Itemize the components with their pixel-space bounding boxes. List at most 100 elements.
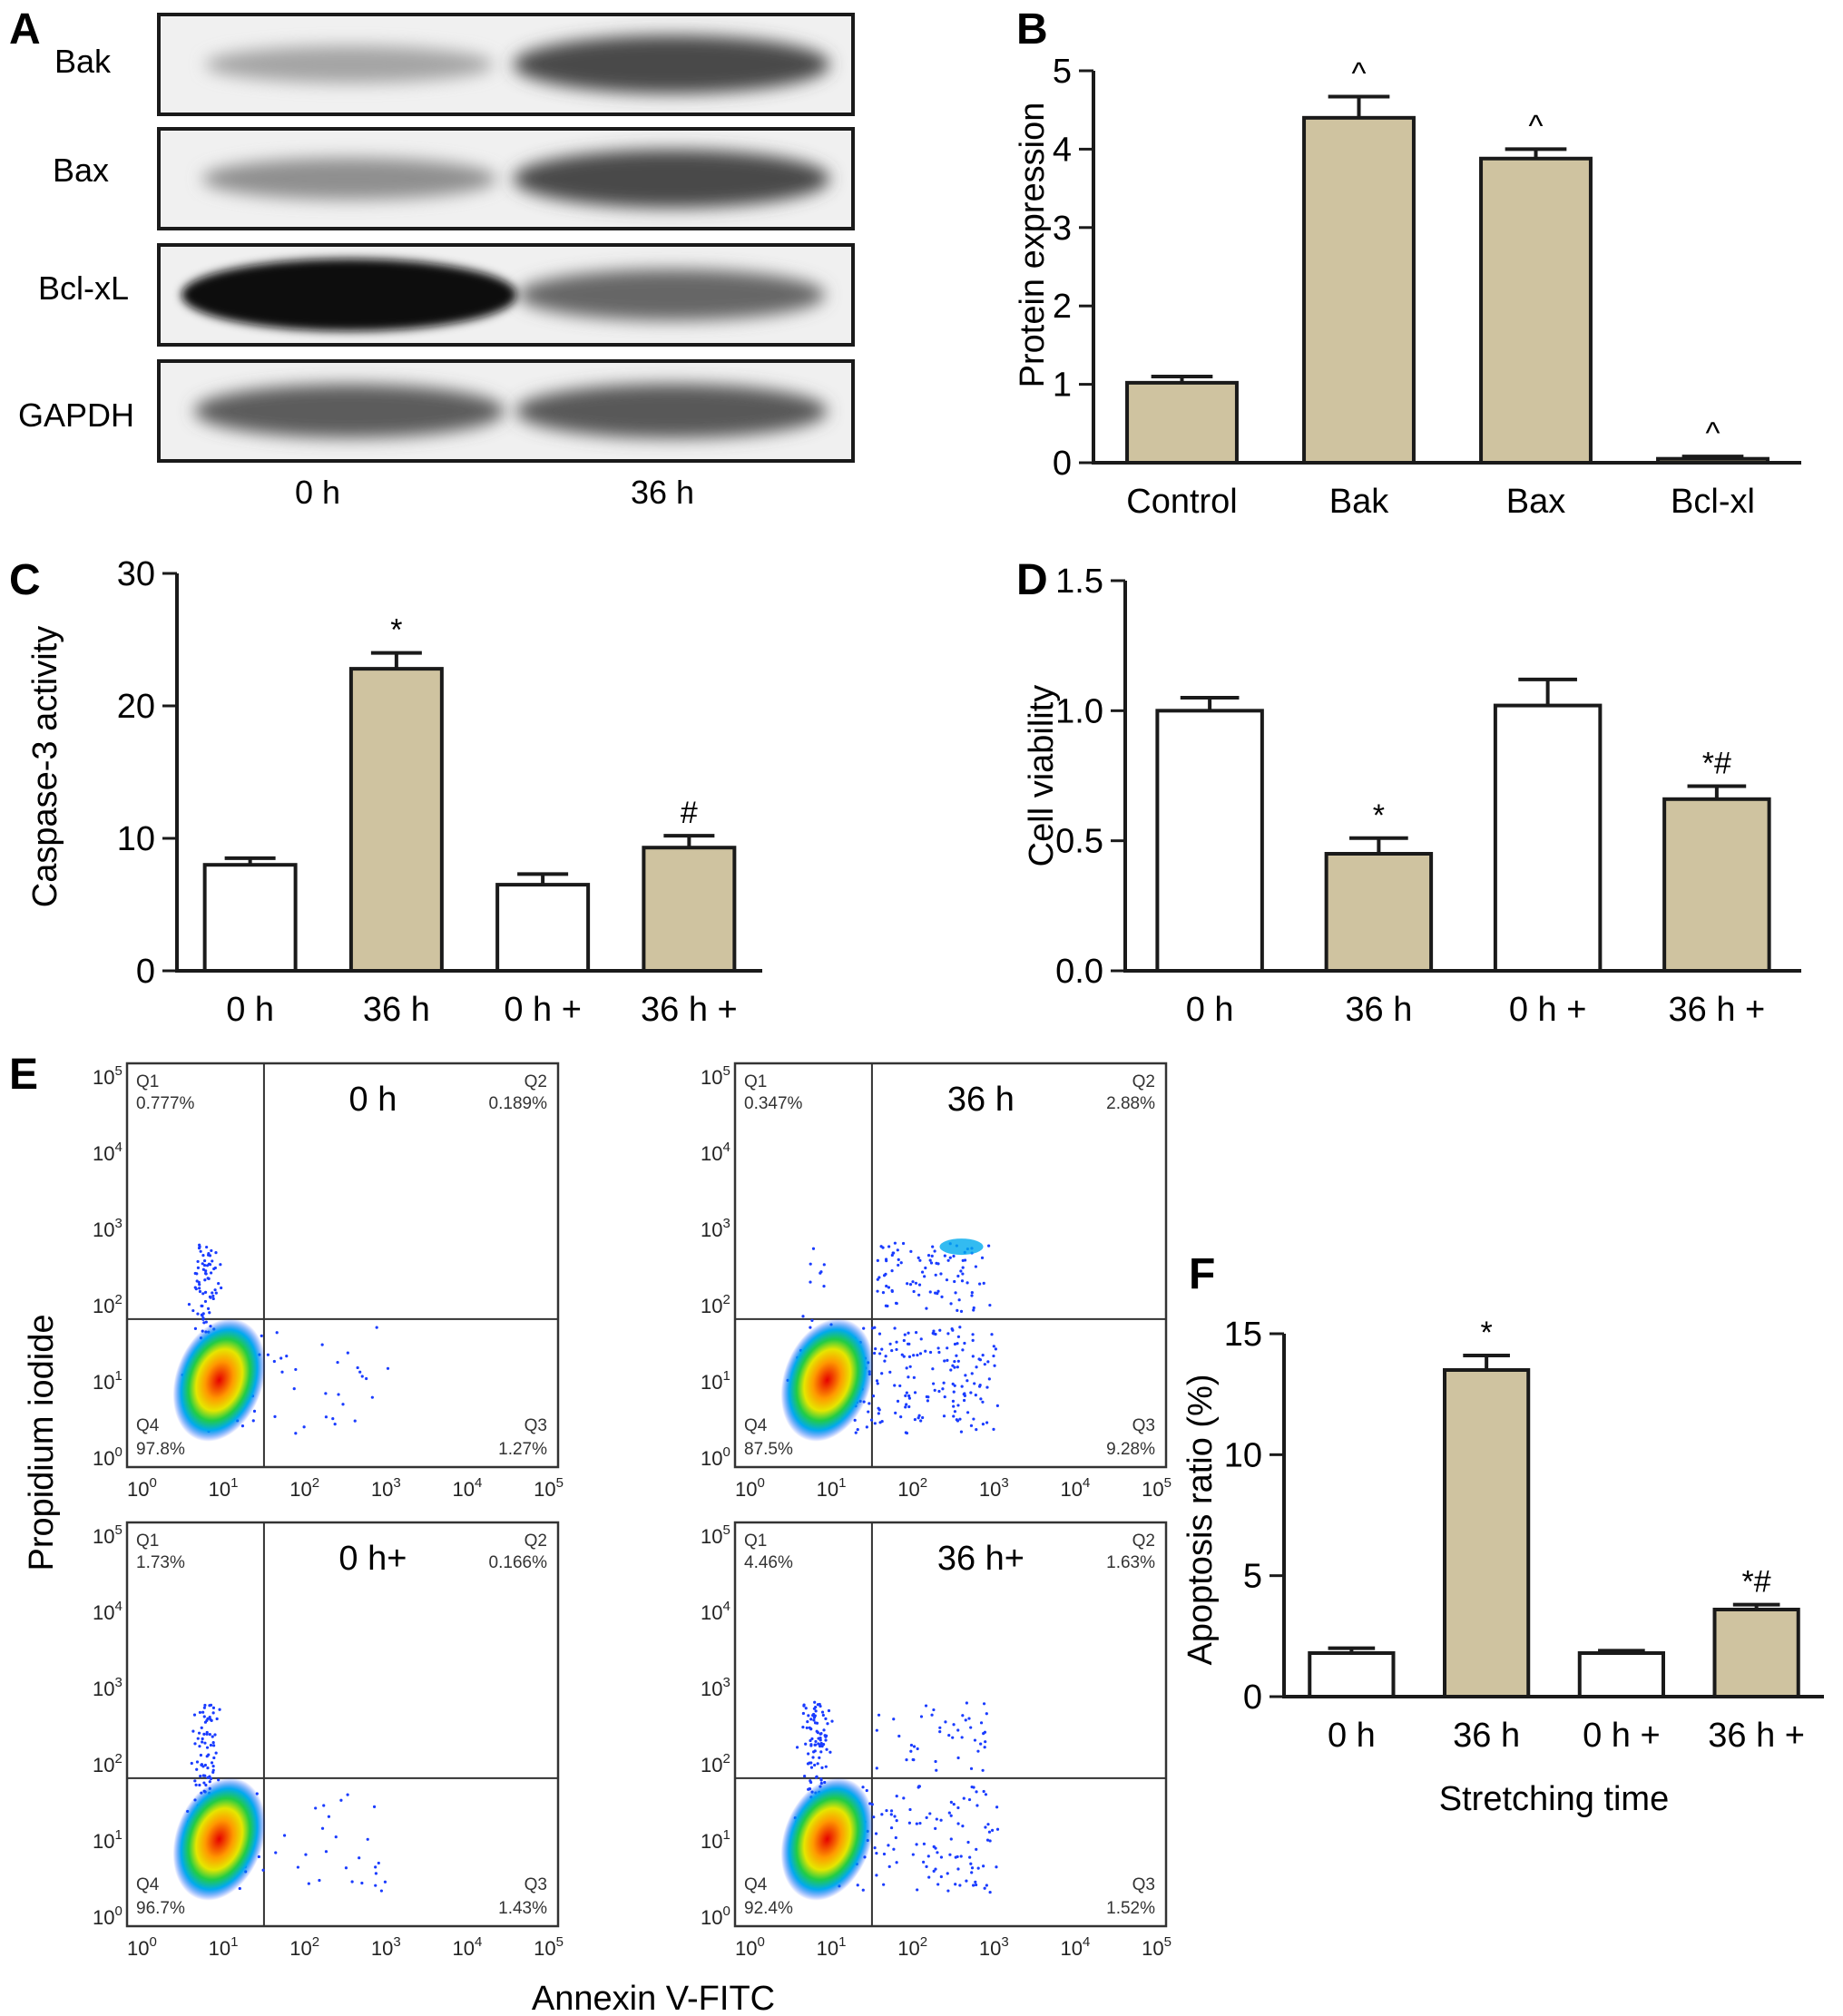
y-tick-label: 100 xyxy=(701,1903,730,1929)
y-tick-label: 102 xyxy=(701,1751,730,1776)
x-tick-label: 103 xyxy=(979,1934,1009,1960)
bar xyxy=(1155,709,1264,973)
significance-marker: * xyxy=(1481,1316,1493,1350)
quadrant-q3-value: 9.28% xyxy=(1106,1440,1155,1459)
y-tick-label: 104 xyxy=(93,1140,123,1165)
quadrant-q3-label: Q3 xyxy=(524,1416,547,1435)
density-core xyxy=(172,1318,266,1442)
y-tick-label: 104 xyxy=(701,1599,730,1624)
y-tick-label: 10 xyxy=(117,820,155,858)
bar xyxy=(1125,380,1239,465)
x-tick-label: Bcl-xl xyxy=(1671,483,1755,521)
x-tick-label: 0 h xyxy=(1328,1717,1376,1755)
bar xyxy=(1656,456,1769,465)
x-tick-label: 102 xyxy=(289,1475,319,1501)
quadrant-q2-value: 0.189% xyxy=(489,1094,548,1113)
x-tick-label: 104 xyxy=(452,1934,482,1960)
x-tick-label: 103 xyxy=(371,1934,401,1960)
y-tick-label: 5 xyxy=(1053,53,1072,91)
y-axis-label: Apoptosis ratio (%) xyxy=(1181,1374,1220,1665)
x-tick-label: Bax xyxy=(1506,483,1565,521)
flow-ylabel: Propidium iodide xyxy=(23,1314,61,1571)
y-tick-label: 0.0 xyxy=(1055,953,1103,991)
x-tick-label: 100 xyxy=(735,1934,765,1960)
y-tick-label: 0 xyxy=(136,953,155,991)
blot-row-bak xyxy=(157,13,855,116)
y-tick-label: 101 xyxy=(93,1368,123,1394)
x-tick-label: 36 h + xyxy=(1669,991,1766,1029)
x-tick-label: 36 h xyxy=(1453,1717,1520,1755)
blot-lane-label-0h: 0 h xyxy=(295,474,340,511)
quadrant-q2-value: 0.166% xyxy=(489,1553,548,1572)
significance-marker: *# xyxy=(1742,1565,1771,1600)
y-tick-label: 3 xyxy=(1053,210,1072,248)
y-tick-label: 103 xyxy=(701,1675,730,1700)
bar xyxy=(1308,1651,1396,1698)
x-tick-label: 100 xyxy=(735,1475,765,1501)
y-axis-label: Protein expression xyxy=(1014,103,1052,388)
x-tick-label: 104 xyxy=(1060,1475,1090,1501)
quadrant-q4-label: Q4 xyxy=(136,1416,160,1435)
x-tick-label: 100 xyxy=(127,1934,157,1960)
x-axis-label: Stretching time xyxy=(1439,1780,1669,1818)
quadrant-q1-value: 0.777% xyxy=(136,1094,195,1113)
bar xyxy=(1662,797,1771,973)
western-blot xyxy=(157,13,855,463)
bar xyxy=(202,863,298,974)
y-tick-label: 101 xyxy=(701,1827,730,1853)
quadrant-q2-label: Q2 xyxy=(1132,1072,1155,1091)
x-tick-label: 0 h xyxy=(226,991,274,1029)
blot-band xyxy=(517,269,826,321)
quadrant-q2-label: Q2 xyxy=(1132,1532,1155,1551)
significance-marker: ^ xyxy=(1529,109,1544,143)
significance-marker: ^ xyxy=(1706,416,1720,451)
density-core xyxy=(780,1777,874,1901)
significance-marker: * xyxy=(1373,798,1385,833)
y-tick-label: 5 xyxy=(1243,1558,1262,1596)
y-tick-label: 4 xyxy=(1053,131,1072,169)
bar-chart-c: 0 10 20 30 Caspase-3 activity 0 h 36 h * 0 h + 36… xyxy=(26,555,762,1029)
significance-marker: # xyxy=(681,796,698,830)
flow-xlabel: Annexin V-FITC xyxy=(532,1980,775,2016)
x-tick-label: 0 h + xyxy=(504,991,582,1029)
blot-row-gapdh xyxy=(157,359,855,463)
bar xyxy=(1324,852,1434,973)
y-tick-label: 0 xyxy=(1243,1678,1262,1717)
quadrant-q3-label: Q3 xyxy=(1132,1875,1155,1894)
bar xyxy=(1493,703,1603,973)
panel-e-letter: E xyxy=(9,1051,38,1099)
y-tick-label: 0.5 xyxy=(1055,823,1103,861)
y-tick-label: 2 xyxy=(1053,288,1072,326)
y-tick-label: 100 xyxy=(93,1444,123,1470)
quadrant-q4-value: 97.8% xyxy=(136,1440,185,1459)
blot-row-label-bak: Bak xyxy=(54,43,112,80)
x-tick-label: 102 xyxy=(897,1934,927,1960)
x-tick-label: 105 xyxy=(534,1475,564,1501)
density-cluster xyxy=(939,1238,984,1256)
panel-f-letter: F xyxy=(1189,1250,1215,1298)
quadrant-q3-value: 1.43% xyxy=(498,1899,547,1918)
y-tick-label: 101 xyxy=(701,1368,730,1394)
bar xyxy=(642,846,737,973)
blot-row-label-bclxl: Bcl-xL xyxy=(38,269,129,307)
bar xyxy=(1712,1608,1800,1698)
bar xyxy=(1479,156,1593,465)
x-tick-label: 0 h + xyxy=(1509,991,1587,1029)
flow-cytometry-panel: 100100101101102102103103104104105105Q10.… xyxy=(93,1062,1171,1960)
x-tick-label: 101 xyxy=(817,1934,847,1960)
y-tick-label: 105 xyxy=(93,1522,123,1548)
density-core xyxy=(172,1777,266,1901)
bar-chart-d: 0.0 0.5 1.0 1.5 Cell viability 0 h 36 h * 0 h + 3… xyxy=(1023,563,1801,1029)
x-tick-label: 101 xyxy=(209,1475,239,1501)
y-tick-label: 102 xyxy=(93,1292,123,1317)
x-tick-label: 36 h + xyxy=(1708,1717,1805,1755)
blot-band xyxy=(181,259,517,331)
panel-c-letter: C xyxy=(9,556,41,604)
blot-band xyxy=(205,45,494,83)
panel-b-letter: B xyxy=(1016,5,1048,54)
y-axis-label: Cell viability xyxy=(1023,685,1061,867)
blot-band xyxy=(513,34,830,94)
x-tick-label: Control xyxy=(1126,483,1238,521)
flow-plot-title: 36 h xyxy=(947,1081,1015,1119)
